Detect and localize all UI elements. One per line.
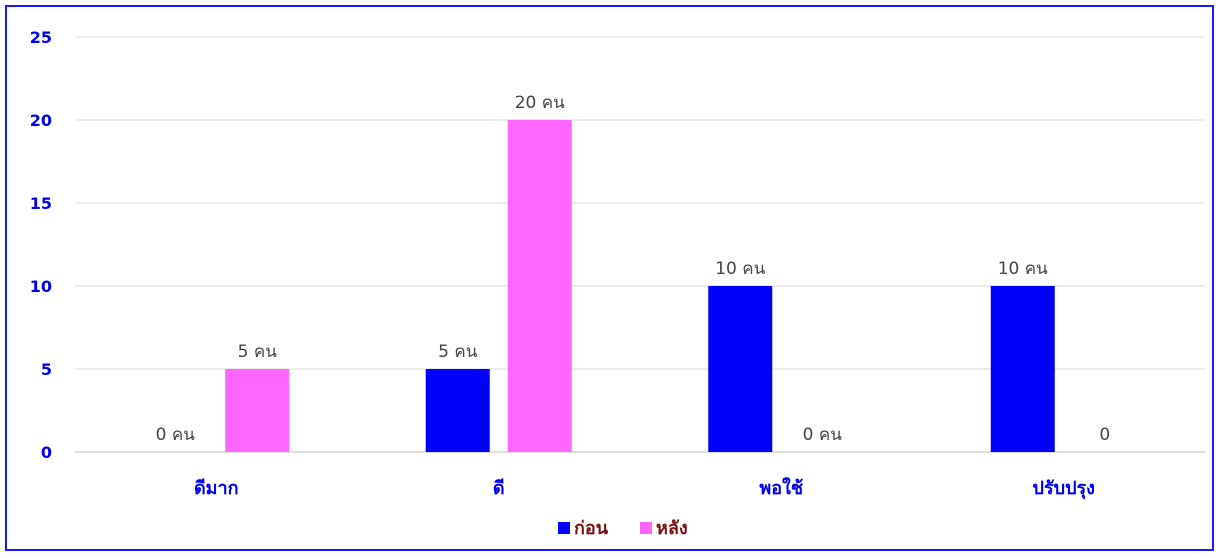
y-tick-label: 15 bbox=[30, 194, 52, 213]
bar-after bbox=[225, 369, 290, 452]
bar-after bbox=[507, 120, 572, 452]
bar-before bbox=[708, 286, 773, 452]
x-axis-ticks: ดีมาก ดี พอใช้ ปรับปรุง bbox=[194, 477, 1095, 500]
bar-before bbox=[425, 369, 490, 452]
x-tick-label: ดีมาก bbox=[194, 478, 239, 499]
data-label: 10 คน bbox=[998, 259, 1048, 279]
x-tick-label: พอใช้ bbox=[759, 477, 803, 499]
data-label: 0 bbox=[1099, 425, 1110, 445]
data-label: 0 คน bbox=[803, 425, 843, 445]
bar-before bbox=[990, 286, 1055, 452]
data-label: 10 คน bbox=[715, 259, 765, 279]
legend-swatch bbox=[640, 522, 652, 534]
y-tick-label: 0 bbox=[41, 443, 52, 462]
y-axis-ticks: 0 5 10 15 20 25 bbox=[30, 28, 52, 462]
data-labels: 0 คน 5 คน 5 คน 20 คน 10 คน 0 คน 10 คน 0 bbox=[156, 93, 1111, 445]
y-tick-label: 20 bbox=[30, 111, 52, 130]
data-label: 0 คน bbox=[156, 425, 196, 445]
bars bbox=[225, 120, 1055, 452]
legend-label: ก่อน bbox=[574, 518, 609, 539]
y-tick-label: 5 bbox=[41, 360, 52, 379]
x-tick-label: ดี bbox=[493, 478, 505, 499]
legend-swatch bbox=[558, 522, 570, 534]
data-label: 5 คน bbox=[438, 342, 478, 362]
chart-frame bbox=[5, 5, 1214, 551]
legend-label: หลัง bbox=[656, 518, 688, 539]
legend: ก่อน หลัง bbox=[558, 518, 688, 539]
data-label: 20 คน bbox=[515, 93, 565, 113]
y-tick-label: 25 bbox=[30, 28, 52, 47]
y-tick-label: 10 bbox=[30, 277, 52, 296]
data-label: 5 คน bbox=[238, 342, 278, 362]
x-tick-label: ปรับปรุง bbox=[1033, 478, 1095, 500]
